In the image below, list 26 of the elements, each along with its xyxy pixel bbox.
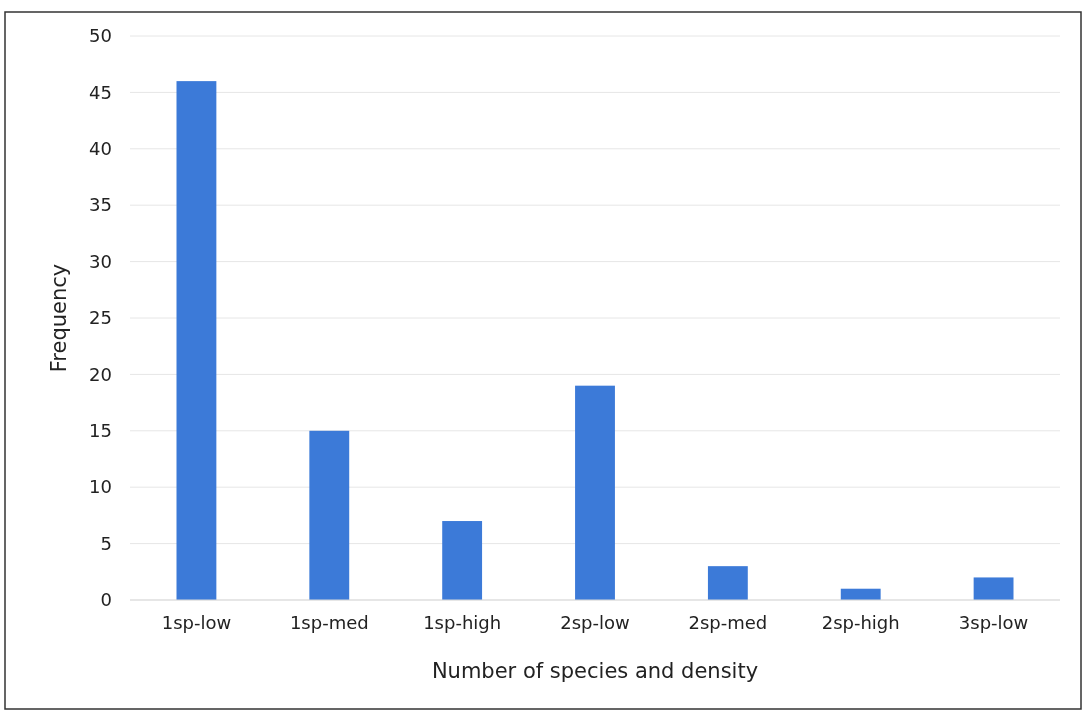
y-tick-label: 0 — [100, 589, 112, 611]
y-tick-label: 50 — [89, 25, 112, 47]
y-tick-label: 15 — [89, 420, 112, 442]
y-tick-label: 45 — [89, 81, 112, 103]
bar — [575, 385, 615, 600]
bar — [707, 566, 748, 600]
y-tick-label: 40 — [89, 138, 112, 160]
y-axis-title: Frequency — [47, 263, 71, 373]
x-tick-label: 3sp-low — [958, 611, 1029, 633]
x-tick-label: 2sp-med — [688, 611, 768, 633]
y-tick-label: 10 — [89, 476, 112, 498]
bar — [309, 430, 350, 600]
x-tick-label: 2sp-high — [821, 611, 900, 633]
y-tick-label: 20 — [89, 363, 112, 385]
x-tick-label: 1sp-high — [423, 611, 502, 633]
bar — [176, 81, 217, 600]
x-tick-label: 1sp-med — [289, 611, 369, 633]
x-tick-label: 1sp-low — [161, 611, 232, 633]
x-axis-title: Number of species and density — [431, 659, 759, 683]
y-tick-label: 5 — [100, 532, 112, 554]
y-tick-label: 35 — [89, 194, 112, 216]
x-tick-label: 2sp-low — [560, 611, 630, 633]
y-tick-label: 30 — [89, 250, 112, 272]
bar — [973, 577, 1014, 600]
y-tick-label: 25 — [89, 307, 112, 329]
bar — [442, 521, 483, 600]
